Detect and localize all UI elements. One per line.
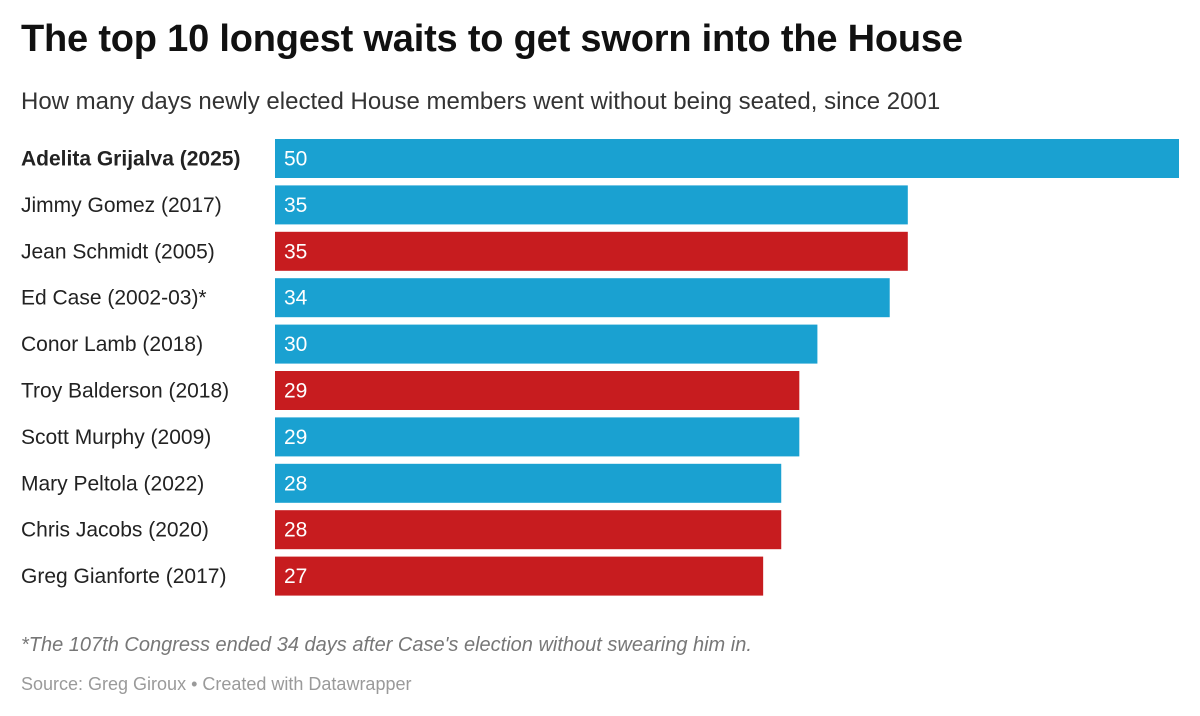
value-label: 27 [284,565,307,588]
bar-row: Greg Gianforte (2017) 27 [21,556,764,596]
bar [275,510,782,550]
category-label: Troy Balderson (2018) [21,380,229,403]
category-label: Conor Lamb (2018) [21,333,203,356]
bar-row: Conor Lamb (2018) 30 [21,324,818,364]
value-label: 29 [284,426,307,449]
bar [275,139,1179,178]
value-label: 35 [284,194,307,217]
category-label: Scott Murphy (2009) [21,426,211,449]
bar [275,417,800,457]
bar [275,185,908,225]
bar-chart: Adelita Grijalva (2025) 50 Jimmy Gomez (20… [21,139,1179,596]
bar-row: Jimmy Gomez (2017) 35 [21,185,908,225]
bar [275,278,890,318]
category-label: Ed Case (2002-03)* [21,287,207,310]
bar [275,463,782,503]
category-label: Jean Schmidt (2005) [21,240,215,263]
bar-row: Mary Peltola (2022) 28 [21,463,782,503]
category-label: Adelita Grijalva (2025) [21,148,240,171]
bar-row: Jean Schmidt (2005) 35 [21,231,908,271]
value-label: 28 [284,519,307,542]
value-label: 30 [284,333,307,356]
value-label: 34 [284,287,308,310]
bar [275,371,800,410]
value-label: 28 [284,472,307,495]
chart-footnote: *The 107th Congress ended 34 days after … [21,634,752,656]
chart-subtitle: How many days newly elected House member… [21,88,941,115]
category-label: Chris Jacobs (2020) [21,519,209,542]
bar-row: Chris Jacobs (2020) 28 [21,510,782,550]
category-label: Greg Gianforte (2017) [21,565,226,588]
bar-row: Adelita Grijalva (2025) 50 [21,139,1179,178]
bar-row: Scott Murphy (2009) 29 [21,417,800,457]
chart-source: Source: Greg Giroux • Created with Dataw… [21,674,412,694]
value-label: 35 [284,240,307,263]
category-label: Mary Peltola (2022) [21,472,204,495]
category-label: Jimmy Gomez (2017) [21,194,222,217]
bar-row: Troy Balderson (2018) 29 [21,371,800,410]
bar-row: Ed Case (2002-03)* 34 [21,278,890,318]
value-label: 50 [284,148,307,171]
bar [275,556,764,596]
bar [275,231,908,271]
chart-title: The top 10 longest waits to get sworn in… [21,18,963,60]
value-label: 29 [284,380,307,403]
bar [275,324,818,364]
